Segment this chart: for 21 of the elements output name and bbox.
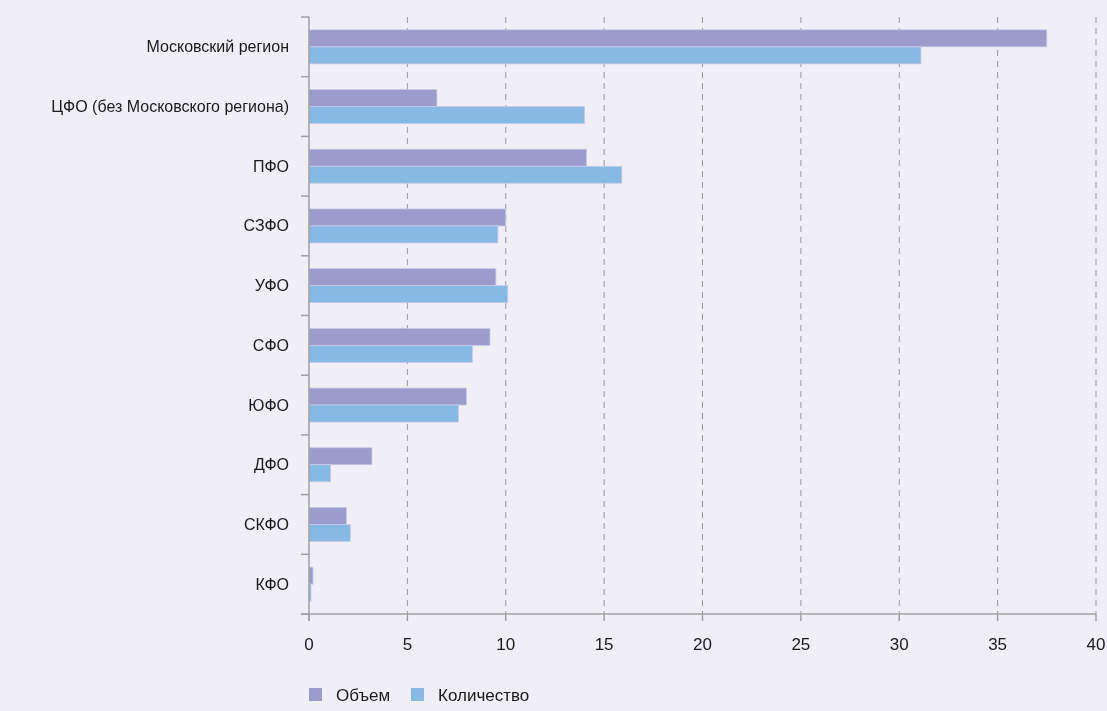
y-tick-label: КФО: [255, 575, 289, 593]
x-tick-label: 35: [988, 635, 1008, 654]
y-tick-label: ДФО: [253, 456, 289, 474]
legend-label: Количество: [438, 686, 530, 705]
y-tick-label: СФО: [252, 336, 289, 354]
x-tick-label: 15: [594, 635, 614, 654]
y-tick-label: ЦФО (без Московского региона): [51, 98, 289, 116]
y-tick-label: ПФО: [252, 157, 289, 175]
y-tick-label: СЗФО: [243, 217, 289, 235]
y-tick-label: Московский регион: [146, 38, 289, 56]
x-tick-label: 10: [496, 635, 516, 654]
y-tick-label: СКФО: [244, 515, 289, 533]
x-tick-label: 0: [304, 635, 314, 654]
y-tick-label: УФО: [254, 277, 289, 295]
x-tick-label: 40: [1086, 635, 1106, 654]
x-tick-label: 30: [889, 635, 909, 654]
x-tick-label: 25: [791, 635, 811, 654]
x-tick-label: 20: [693, 635, 712, 654]
legend-label: Объем: [336, 686, 391, 705]
x-tick-label: 5: [402, 635, 413, 654]
y-tick-label: ЮФО: [248, 396, 289, 414]
